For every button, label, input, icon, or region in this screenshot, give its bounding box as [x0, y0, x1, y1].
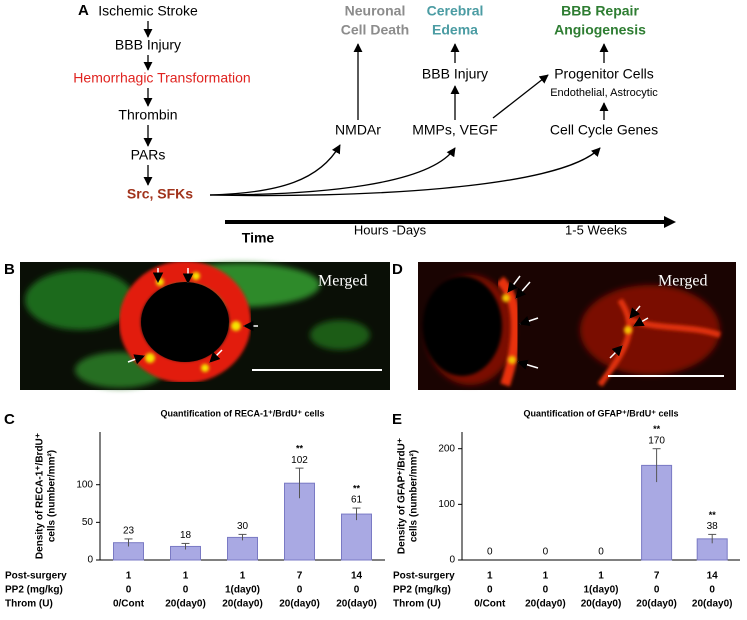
panel-label: C [4, 411, 15, 428]
value-label: 0 [543, 547, 549, 558]
outcome: Edema [432, 22, 478, 38]
condition-label: Throm (U) [5, 599, 53, 610]
step: Progenitor Cells [554, 66, 654, 82]
condition-label: Throm (U) [393, 599, 441, 610]
outcome: BBB Repair [561, 3, 639, 19]
significance: ** [353, 483, 361, 493]
chain-node: Hemorrhagic Transformation [73, 70, 250, 86]
condition-value: 20(day0) [692, 599, 733, 610]
outcome: Neuronal [345, 3, 406, 19]
panel-label: D [392, 261, 403, 278]
panel-label: A [78, 2, 89, 19]
condition-value: 0 [654, 585, 660, 596]
condition-value: 0 [297, 585, 303, 596]
chain-node: Thrombin [118, 107, 177, 123]
chain-node: BBB Injury [115, 37, 181, 53]
condition-value: 7 [297, 571, 303, 582]
condition-value: 0 [543, 585, 549, 596]
outcome: Cerebral [427, 3, 484, 19]
outcome: Cell Death [341, 22, 409, 38]
condition-value: 0 [487, 585, 493, 596]
condition-value: 1(day0) [583, 585, 618, 596]
y-axis-label: Density of RECA-1⁺/BrdU⁺ [35, 433, 46, 559]
bar [227, 536, 258, 561]
condition-value: 14 [707, 571, 719, 582]
condition-label: PP2 (mg/kg) [5, 585, 63, 596]
chain-node: Ischemic Stroke [98, 3, 198, 19]
time-arrowhead [664, 216, 676, 228]
condition-value: 0 [183, 585, 189, 596]
micrograph-label: Merged [658, 273, 707, 290]
significance: ** [296, 444, 304, 454]
condition-value: 0 [354, 585, 360, 596]
condition-value: 1 [598, 571, 604, 582]
condition-value: 7 [654, 571, 660, 582]
bar [341, 513, 372, 561]
condition-value: 1 [183, 571, 189, 582]
step: MMPs, VEGF [412, 122, 498, 138]
condition-value: 1 [543, 571, 549, 582]
condition-value: 1 [126, 571, 132, 582]
value-label: 38 [707, 521, 719, 532]
condition-value: 14 [351, 571, 363, 582]
condition-value: 20(day0) [636, 599, 677, 610]
condition-value: 1 [240, 571, 246, 582]
condition-label: Post-surgery [393, 571, 455, 582]
y-tick-label: 50 [82, 517, 94, 528]
step: Cell Cycle Genes [550, 122, 658, 138]
panel-label: B [4, 261, 15, 278]
micrograph-label: Merged [318, 273, 367, 290]
micrograph: Merged [20, 261, 390, 390]
chart-title: Quantification of GFAP⁺/BrdU⁺ cells [523, 408, 678, 418]
condition-label: Post-surgery [5, 571, 67, 582]
significance: ** [653, 424, 661, 434]
step-note: Endothelial, Astrocytic [550, 87, 658, 99]
condition-value: 1(day0) [225, 585, 260, 596]
value-label: 0 [487, 547, 493, 558]
condition-value: 0 [126, 585, 132, 596]
condition-value: 20(day0) [336, 599, 377, 610]
chart-title: Quantification of RECA-1⁺/BrdU⁺ cells [160, 408, 324, 418]
time-mark: Hours -Days [354, 222, 427, 237]
value-label: 170 [648, 435, 665, 446]
y-tick-label: 0 [449, 555, 455, 566]
chain-node: Src, SFKs [127, 186, 193, 202]
condition-value: 1 [487, 571, 493, 582]
condition-value: 20(day0) [525, 599, 566, 610]
value-label: 18 [180, 530, 192, 541]
y-tick-label: 200 [438, 443, 455, 454]
condition-label: PP2 (mg/kg) [393, 585, 451, 596]
value-label: 102 [291, 455, 308, 466]
chain-node: PARs [131, 147, 166, 163]
value-label: 61 [351, 495, 363, 506]
value-label: 30 [237, 521, 249, 532]
y-axis-label: cells (number/mm²) [409, 450, 420, 542]
micrograph: Merged [418, 262, 736, 390]
value-label: 0 [598, 547, 604, 558]
value-label: 23 [123, 526, 135, 537]
step: BBB Injury [422, 66, 488, 82]
significance: ** [709, 510, 717, 520]
condition-value: 20(day0) [581, 599, 622, 610]
y-tick-label: 100 [76, 479, 93, 490]
y-tick-label: 0 [87, 555, 93, 566]
arrows [143, 21, 609, 197]
panel-label: E [392, 411, 402, 428]
time-label: Time [242, 230, 275, 246]
step: NMDAr [335, 122, 381, 138]
condition-value: 0/Cont [113, 599, 145, 610]
y-axis-label: cells (number/mm²) [47, 450, 58, 542]
time-mark: 1-5 Weeks [565, 222, 627, 237]
bar [641, 464, 673, 561]
outcome: Angiogenesis [554, 22, 646, 38]
condition-value: 20(day0) [279, 599, 320, 610]
condition-value: 0 [709, 585, 715, 596]
condition-value: 20(day0) [222, 599, 263, 610]
y-tick-label: 100 [438, 499, 455, 510]
condition-value: 20(day0) [165, 599, 206, 610]
condition-value: 0/Cont [474, 599, 506, 610]
y-axis-label: Density of GFAP⁺/BrdU⁺ [397, 438, 408, 554]
